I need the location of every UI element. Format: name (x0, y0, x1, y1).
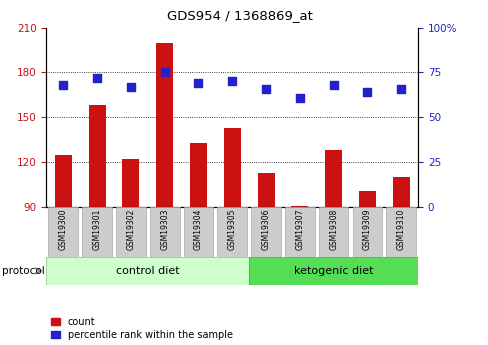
FancyBboxPatch shape (249, 257, 417, 285)
Text: GSM19301: GSM19301 (92, 208, 102, 250)
FancyBboxPatch shape (318, 207, 348, 257)
Text: GSM19307: GSM19307 (295, 208, 304, 250)
Text: GSM19304: GSM19304 (194, 208, 203, 250)
Point (396, 86, 404, 91)
Point (262, 86, 269, 91)
Point (295, 95, 303, 100)
Bar (392, 177, 409, 207)
FancyBboxPatch shape (352, 207, 382, 257)
Point (127, 84, 135, 90)
FancyBboxPatch shape (116, 207, 145, 257)
Text: GSM19306: GSM19306 (261, 208, 270, 250)
FancyBboxPatch shape (285, 207, 314, 257)
Legend: count, percentile rank within the sample: count, percentile rank within the sample (51, 317, 232, 340)
Bar (122, 159, 139, 207)
FancyBboxPatch shape (82, 207, 112, 257)
Point (60, 82, 67, 88)
Text: GSM19310: GSM19310 (396, 208, 405, 250)
Text: GSM19309: GSM19309 (362, 208, 371, 250)
Bar (156, 42, 173, 207)
FancyBboxPatch shape (217, 207, 246, 257)
Bar (55, 155, 72, 207)
FancyBboxPatch shape (386, 207, 415, 257)
Point (161, 70, 168, 75)
FancyBboxPatch shape (183, 207, 213, 257)
Bar (325, 150, 342, 207)
Text: GSM19303: GSM19303 (160, 208, 169, 250)
Text: GDS954 / 1368869_at: GDS954 / 1368869_at (166, 9, 312, 22)
FancyBboxPatch shape (48, 207, 78, 257)
FancyBboxPatch shape (251, 207, 280, 257)
Text: GSM19302: GSM19302 (126, 208, 135, 250)
Point (228, 79, 236, 84)
Bar (257, 172, 274, 207)
FancyBboxPatch shape (149, 207, 179, 257)
FancyBboxPatch shape (46, 257, 249, 285)
Bar (291, 206, 307, 207)
Bar (358, 190, 375, 207)
Bar (224, 128, 240, 207)
Text: GSM19300: GSM19300 (59, 208, 68, 250)
Point (329, 82, 337, 88)
Bar (190, 143, 206, 207)
Text: GSM19308: GSM19308 (328, 208, 337, 250)
Point (363, 89, 370, 95)
Bar (88, 105, 105, 207)
Text: control diet: control diet (116, 266, 179, 276)
Text: ketogenic diet: ketogenic diet (293, 266, 373, 276)
Text: protocol: protocol (2, 266, 45, 276)
Point (194, 80, 202, 86)
Text: GSM19305: GSM19305 (227, 208, 236, 250)
Point (93, 75, 101, 81)
